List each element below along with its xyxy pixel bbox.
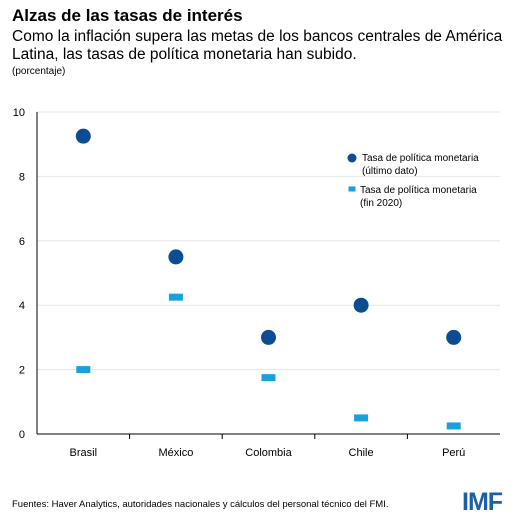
y-tick-label: 2 (19, 365, 25, 377)
chart-title: Alzas de las tasas de interés (12, 6, 243, 25)
legend-label: (último dato) (362, 166, 418, 177)
legend-label: Tasa de política monetaria (362, 153, 479, 164)
imf-logo: IMF (462, 488, 503, 516)
data-point-circle (261, 329, 276, 345)
y-tick-label: 0 (19, 429, 25, 441)
data-point-circle (446, 329, 462, 345)
chart-area: 0 2 4 6 8 10 Brasil México Colombia Chile Perú Tasa… (13, 107, 500, 459)
source-note: Fuentes: Haver Analytics, autoridades na… (12, 499, 389, 510)
data-point-dash (76, 366, 91, 374)
data-point-dash (354, 414, 369, 422)
unit-label: (porcentaje) (12, 66, 66, 77)
data-point-circle (353, 297, 369, 313)
legend-marker-circle (347, 153, 357, 163)
y-tick-label: 8 (19, 171, 25, 183)
y-tick-label: 4 (19, 300, 25, 312)
x-tick-label: Chile (349, 447, 374, 459)
data-point-dash (261, 374, 276, 382)
chart-subtitle: Como la inflación supera las metas de lo… (12, 28, 503, 63)
x-tick-label: Brasil (70, 447, 98, 459)
data-point-dash (446, 422, 461, 430)
y-tick-label: 6 (19, 236, 25, 248)
data-point-circle (75, 128, 91, 144)
legend-label: (fin 2020) (360, 198, 402, 209)
legend-marker-dash (348, 186, 356, 192)
x-tick-label: Perú (442, 447, 465, 459)
data-point-dash (168, 293, 183, 301)
x-tick-label: Colombia (245, 447, 292, 459)
legend-label: Tasa de política monetaria (360, 185, 477, 196)
data-point-circle (168, 249, 184, 265)
y-tick-label: 10 (13, 107, 25, 119)
x-tick-label: México (158, 447, 193, 459)
